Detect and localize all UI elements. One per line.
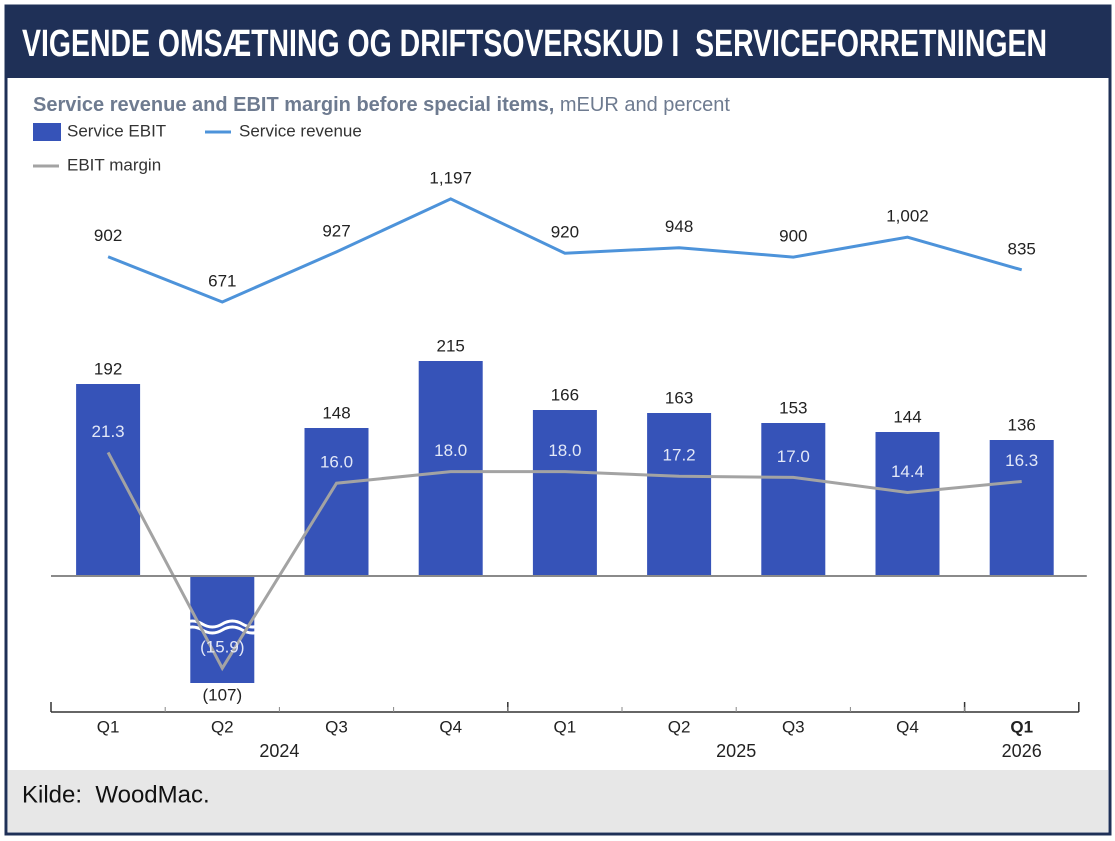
x-tick-label: Q1: [1010, 717, 1033, 736]
chart-title-units: mEUR and percent: [560, 94, 731, 116]
bar-value-label: 166: [551, 385, 579, 404]
bar-value-label: 148: [322, 403, 350, 422]
point-value-label: (15.9): [200, 638, 244, 657]
x-tick-label: Q4: [439, 717, 462, 736]
bar-value-label: 215: [437, 336, 465, 355]
point-value-label: 948: [665, 217, 693, 236]
bar-value-label: (107): [202, 685, 242, 704]
x-tick-label: Q3: [325, 717, 348, 736]
point-value-label: 1,197: [429, 168, 472, 187]
x-tick-label: Q3: [782, 717, 805, 736]
point-value-label: 920: [551, 223, 579, 242]
legend-swatch: [33, 123, 61, 141]
bar: [532, 410, 597, 576]
header-bar: [6, 6, 1110, 78]
footer-bar: [8, 770, 1108, 832]
x-tick-label: Q2: [668, 717, 691, 736]
line: [106, 451, 1022, 672]
x-tick-label: Q2: [211, 717, 234, 736]
point-value-label: 1,002: [886, 207, 929, 226]
bar-value-label: 163: [665, 388, 693, 407]
bar-value-label: 192: [94, 359, 122, 378]
point-value-label: 900: [779, 227, 807, 246]
point-value-label: 16.3: [1005, 451, 1038, 470]
bar: [304, 428, 369, 576]
bar: [647, 413, 712, 576]
point-value-label: 16.0: [320, 453, 353, 472]
legend-label: EBIT margin: [67, 155, 161, 174]
chart-title-main: Service revenue and EBIT margin before s…: [33, 94, 554, 116]
bar-value-label: 144: [893, 407, 921, 426]
point-value-label: 902: [94, 226, 122, 245]
x-group-label: 2026: [1002, 741, 1042, 761]
bar-value-label: 136: [1008, 415, 1036, 434]
point-value-label: 17.2: [663, 446, 696, 465]
header-title: VIGENDE OMSÆTNING OG DRIFTSOVERSKUD I SE…: [22, 23, 1047, 65]
x-tick-label: Q1: [554, 717, 577, 736]
point-value-label: 927: [322, 221, 350, 240]
point-value-label: 17.0: [777, 447, 810, 466]
point-value-label: 671: [208, 271, 236, 290]
x-group-label: 2025: [716, 741, 756, 761]
point-value-label: 835: [1008, 239, 1036, 258]
bar: [989, 440, 1054, 576]
legend-label: Service revenue: [239, 121, 362, 140]
line: [107, 197, 1023, 304]
point-value-label: 21.3: [92, 422, 125, 441]
point-value-label: 14.4: [891, 462, 924, 481]
bar: [761, 423, 826, 576]
legend-label: Service EBIT: [67, 121, 166, 140]
point-value-label: 18.0: [434, 441, 467, 460]
x-tick-label: Q1: [97, 717, 120, 736]
x-group-label: 2024: [259, 741, 299, 761]
bar: [875, 432, 940, 576]
bar: [418, 361, 483, 576]
bar-value-label: 153: [779, 398, 807, 417]
chart-title: Service revenue and EBIT margin before s…: [33, 94, 730, 116]
source: Kilde: WoodMac.: [22, 781, 210, 808]
bar: [76, 384, 141, 576]
point-value-label: 18.0: [548, 441, 581, 460]
x-tick-label: Q4: [896, 717, 919, 736]
